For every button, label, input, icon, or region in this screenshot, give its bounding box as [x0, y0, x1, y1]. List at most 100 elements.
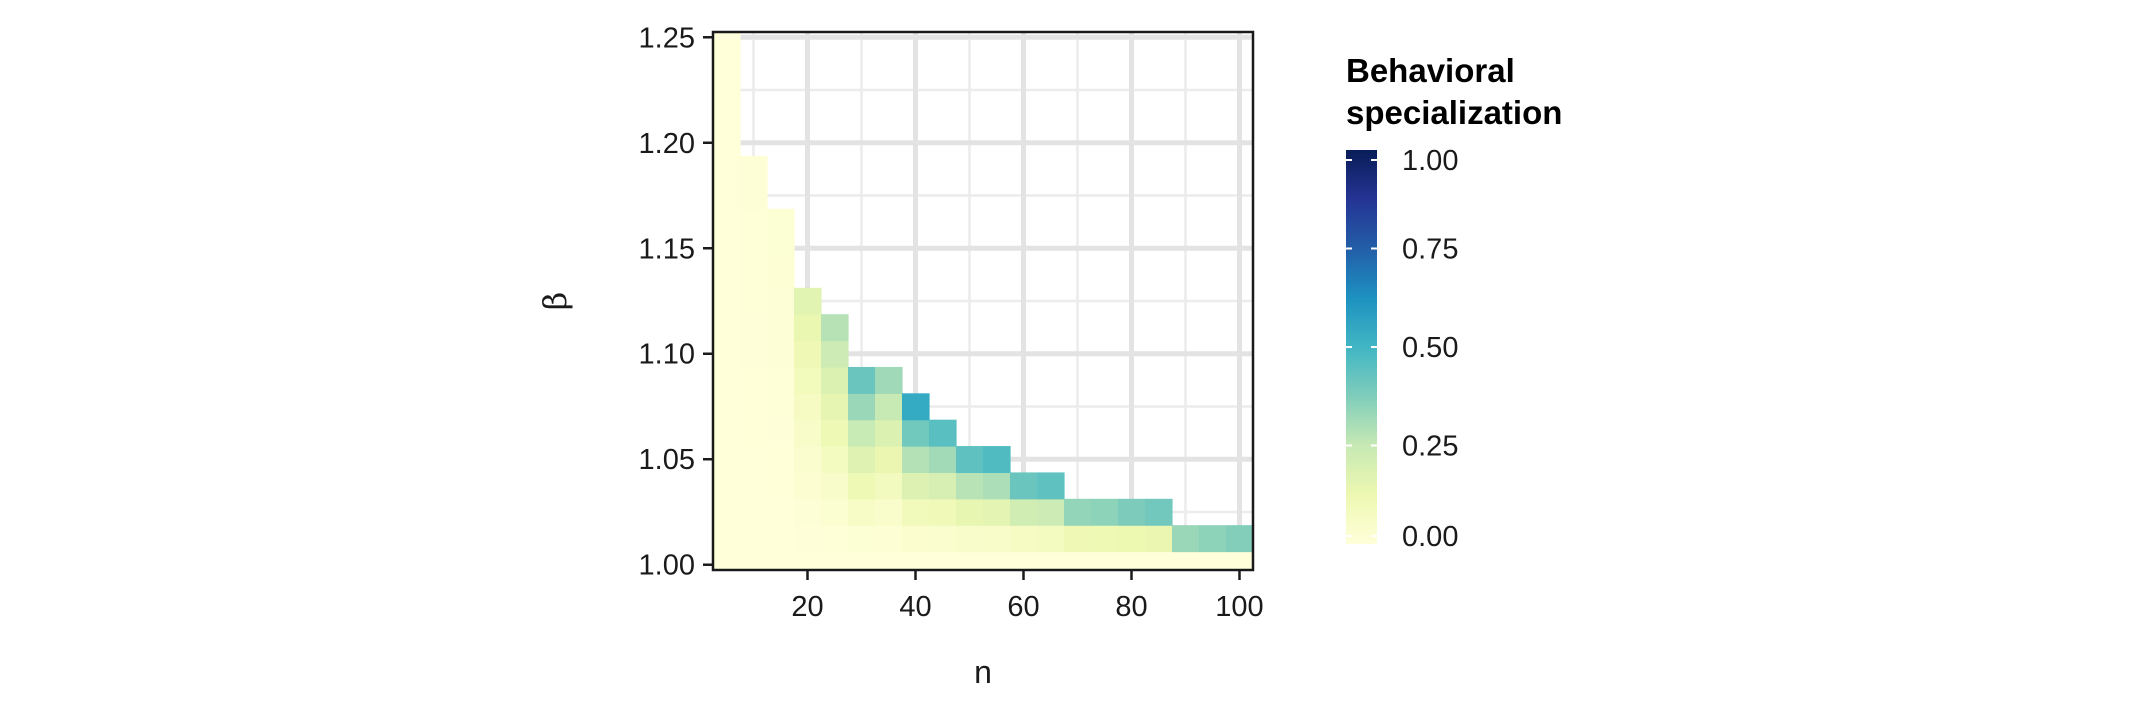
- heatmap-cell: [767, 498, 795, 526]
- heatmap-cell: [821, 393, 849, 421]
- heatmap-cell: [1145, 551, 1173, 571]
- heatmap-cell: [956, 551, 984, 571]
- heatmap-cell: [713, 525, 741, 553]
- heatmap-cell: [956, 525, 984, 553]
- heatmap-cell: [1064, 525, 1092, 553]
- heatmap-cell: [875, 472, 903, 500]
- heatmap-cell: [821, 314, 849, 342]
- x-tick-label: 80: [1115, 591, 1147, 623]
- heatmap-cell: [713, 103, 741, 131]
- heatmap-cell: [767, 393, 795, 421]
- x-tick-label: 40: [899, 591, 931, 623]
- heatmap-cell: [902, 393, 930, 421]
- y-axis-title: β: [536, 292, 574, 311]
- heatmap-cell: [713, 314, 741, 342]
- heatmap-cell: [1037, 472, 1065, 500]
- heatmap-cell: [929, 419, 957, 447]
- heatmap-cell: [740, 446, 768, 474]
- heatmap-cell: [902, 525, 930, 553]
- heatmap-cell: [821, 419, 849, 447]
- heatmap-cell: [848, 446, 876, 474]
- heatmap-cell: [713, 182, 741, 210]
- heatmap-cell: [902, 551, 930, 571]
- heatmap-cell: [848, 472, 876, 500]
- heatmap-cell: [740, 287, 768, 315]
- heatmap-cell: [848, 551, 876, 571]
- heatmap-cell: [713, 129, 741, 157]
- heatmap-cell: [875, 525, 903, 553]
- colorbar-legend: Behavioral specialization 0.000.250.500.…: [1346, 52, 1562, 553]
- heatmap-cell: [1091, 551, 1119, 571]
- heatmap-cell: [1199, 551, 1227, 571]
- heatmap-cell: [713, 155, 741, 183]
- heatmap-cell: [929, 498, 957, 526]
- heatmap-cell: [740, 525, 768, 553]
- x-tick-label: 100: [1215, 591, 1263, 623]
- heatmap-cell: [713, 551, 741, 571]
- y-tick-label: 1.15: [639, 233, 695, 265]
- heatmap-cell: [1037, 525, 1065, 553]
- heatmap-cell: [767, 314, 795, 342]
- heatmap-cell: [740, 340, 768, 368]
- heatmap-cell: [713, 498, 741, 526]
- heatmap-cell: [740, 472, 768, 500]
- heatmap-cell: [1010, 551, 1038, 571]
- heatmap-cell: [713, 393, 741, 421]
- heatmap-cell: [794, 498, 822, 526]
- heatmap-cell: [1010, 525, 1038, 553]
- heatmap-cell: [1145, 525, 1173, 553]
- heatmap-cell: [983, 551, 1011, 571]
- heatmap-cell: [713, 50, 741, 78]
- heatmap-cell: [1118, 551, 1146, 571]
- heatmap-cell: [794, 446, 822, 474]
- heatmap-cell: [821, 551, 849, 571]
- heatmap-cell: [794, 366, 822, 394]
- colorbar-ticks: 0.00 0.25 0.50 0.75 1.00: [1346, 145, 1458, 553]
- heatmap-cell: [1091, 498, 1119, 526]
- heatmap-cell: [902, 419, 930, 447]
- heatmap-cell: [875, 419, 903, 447]
- heatmap-cell: [875, 393, 903, 421]
- heatmap-cell: [767, 446, 795, 474]
- heatmap-cell: [794, 287, 822, 315]
- heatmap-cell: [1118, 498, 1146, 526]
- heatmap-cell: [740, 155, 768, 183]
- heatmap-cell: [956, 498, 984, 526]
- y-tick-label: 1.05: [639, 444, 695, 476]
- heatmap-cell: [983, 525, 1011, 553]
- heatmap-cell: [1064, 498, 1092, 526]
- heatmap-cell: [767, 472, 795, 500]
- legend-tick-label: 1.00: [1402, 145, 1458, 177]
- heatmap-cell: [767, 287, 795, 315]
- heatmap-cell: [767, 525, 795, 553]
- heatmap-cell: [740, 419, 768, 447]
- heatmap-cell: [1226, 551, 1254, 571]
- heatmap-cell: [713, 472, 741, 500]
- heatmap-cell: [929, 525, 957, 553]
- heatmap-cell: [1037, 551, 1065, 571]
- heatmap-cell: [1091, 525, 1119, 553]
- heatmap-cell: [794, 340, 822, 368]
- heatmap-cell: [794, 393, 822, 421]
- legend-tick-label: 0.00: [1402, 521, 1458, 553]
- heatmap-cell: [1226, 525, 1254, 553]
- heatmap-cell: [794, 314, 822, 342]
- heatmap-cell: [713, 419, 741, 447]
- heatmap-cell: [740, 314, 768, 342]
- legend-title-line-2: specialization: [1346, 94, 1562, 131]
- heatmap-cell: [767, 261, 795, 289]
- heatmap-cell: [767, 419, 795, 447]
- heatmap-cell: [929, 446, 957, 474]
- heatmap-cell: [902, 498, 930, 526]
- heatmap-cell: [713, 32, 741, 52]
- heatmap-cell: [1010, 498, 1038, 526]
- heatmap-cell: [740, 182, 768, 210]
- heatmap-cell: [794, 525, 822, 553]
- heatmap-cell: [740, 498, 768, 526]
- heatmap-cells: [713, 32, 1254, 571]
- heatmap-cell: [740, 551, 768, 571]
- heatmap-cell: [1172, 551, 1200, 571]
- y-tick-label: 1.20: [639, 128, 695, 160]
- heatmap-cell: [1145, 498, 1173, 526]
